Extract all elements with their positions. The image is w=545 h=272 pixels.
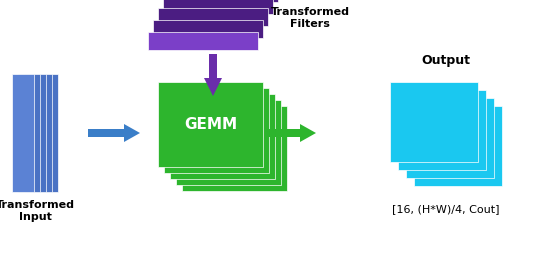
Text: Output: Output bbox=[421, 54, 470, 67]
FancyBboxPatch shape bbox=[163, 0, 273, 14]
FancyBboxPatch shape bbox=[158, 82, 263, 167]
FancyArrow shape bbox=[88, 124, 140, 142]
FancyArrow shape bbox=[204, 54, 222, 96]
FancyBboxPatch shape bbox=[153, 20, 263, 38]
FancyBboxPatch shape bbox=[182, 106, 287, 191]
FancyBboxPatch shape bbox=[148, 32, 258, 50]
FancyBboxPatch shape bbox=[164, 88, 269, 173]
FancyBboxPatch shape bbox=[36, 74, 58, 192]
Text: GEMM: GEMM bbox=[184, 117, 237, 132]
FancyBboxPatch shape bbox=[406, 98, 494, 178]
Text: Transformed
Input: Transformed Input bbox=[0, 200, 75, 222]
Text: [16, (H*W)/4, Cout]: [16, (H*W)/4, Cout] bbox=[392, 204, 500, 214]
FancyBboxPatch shape bbox=[390, 82, 478, 162]
FancyBboxPatch shape bbox=[18, 74, 40, 192]
FancyBboxPatch shape bbox=[414, 106, 502, 186]
Text: Transformed
Filters: Transformed Filters bbox=[270, 7, 349, 29]
FancyBboxPatch shape bbox=[12, 74, 34, 192]
FancyBboxPatch shape bbox=[168, 0, 278, 2]
FancyBboxPatch shape bbox=[158, 8, 268, 26]
FancyBboxPatch shape bbox=[170, 94, 275, 179]
FancyBboxPatch shape bbox=[30, 74, 52, 192]
FancyBboxPatch shape bbox=[24, 74, 46, 192]
FancyBboxPatch shape bbox=[176, 100, 281, 185]
FancyBboxPatch shape bbox=[398, 90, 486, 170]
FancyArrow shape bbox=[268, 124, 316, 142]
